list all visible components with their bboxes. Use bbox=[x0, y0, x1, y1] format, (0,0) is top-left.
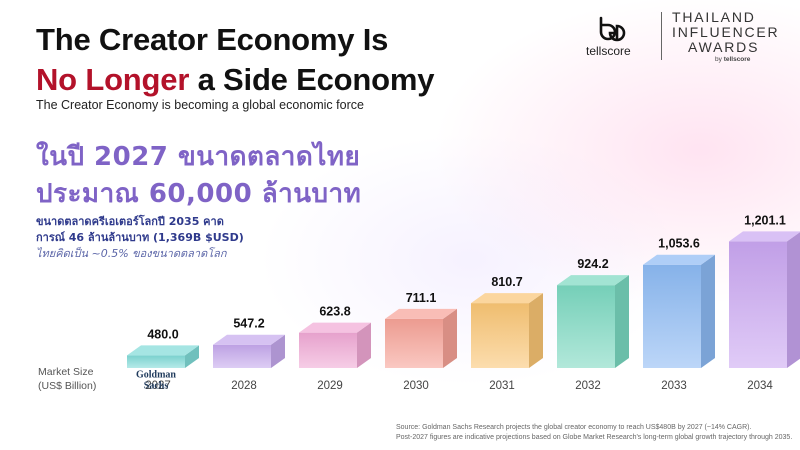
thai-headline-line-2: ประมาณ 60,000 ล้านบาท bbox=[36, 179, 362, 209]
goldman-sachs-logo-line-2: Sachs bbox=[144, 380, 169, 391]
bar-side-2027 bbox=[185, 345, 199, 368]
x-tick-label-2033: 2033 bbox=[661, 380, 687, 392]
headline-text-2: a Side Economy bbox=[189, 62, 435, 97]
bar-top-2030 bbox=[385, 308, 457, 319]
thai-note-line-1: ขนาดตลาดครีเอเตอร์โลกปี 2035 คาด bbox=[36, 215, 224, 228]
source-note-line-1: Source: Goldman Sachs Research projects … bbox=[396, 424, 752, 431]
headline-accent: No Longer bbox=[36, 62, 190, 97]
brand-divider bbox=[661, 12, 662, 60]
bar-top-2033 bbox=[643, 254, 715, 265]
value-label-2028: 547.2 bbox=[233, 317, 264, 331]
x-tick-label-2028: 2028 bbox=[231, 380, 257, 392]
headline-line-1: The Creator Economy Is bbox=[36, 22, 388, 58]
subtitle: The Creator Economy is becoming a global… bbox=[36, 98, 364, 112]
value-label-2033: 1,053.6 bbox=[658, 237, 700, 251]
bar-side-2033 bbox=[701, 254, 715, 368]
bar-2033 bbox=[643, 264, 701, 368]
x-tick-label-2031: 2031 bbox=[489, 380, 515, 392]
x-tick-label-2034: 2034 bbox=[747, 380, 773, 392]
x-tick-label-2027: 2027 bbox=[145, 380, 171, 392]
thai-note-line-2: การณ์ 46 ล้านล้านบาท (1,369B $USD) bbox=[36, 231, 244, 244]
bar-top-2034 bbox=[729, 231, 800, 242]
value-label-2034: 1,201.1 bbox=[744, 213, 786, 227]
bar-side-2029 bbox=[357, 322, 371, 368]
award-by-brand: tellscore bbox=[723, 56, 751, 63]
bar-top-2029 bbox=[299, 322, 371, 333]
bar-2031 bbox=[471, 303, 529, 368]
x-tick-label-2030: 2030 bbox=[403, 380, 429, 392]
x-tick-label-2029: 2029 bbox=[317, 380, 343, 392]
award-by-line: by tellscore bbox=[715, 56, 750, 63]
thai-headline-line-1: ในปี 2027 ขนาดตลาดไทย bbox=[36, 142, 361, 172]
source-note-line-2: Post-2027 figures are indicative project… bbox=[396, 434, 793, 441]
bar-top-2032 bbox=[557, 275, 629, 286]
tellscore-logo-icon bbox=[599, 16, 626, 42]
headline-text-1: The Creator Economy Is bbox=[36, 22, 389, 57]
y-axis-label-line-1: Market Size bbox=[38, 366, 94, 378]
bar-side-2034 bbox=[787, 232, 800, 368]
bar-top-2031 bbox=[471, 293, 543, 304]
goldman-sachs-logo-line-1: Goldman bbox=[136, 369, 176, 380]
value-label-2031: 810.7 bbox=[491, 275, 522, 289]
thai-note-line-3: ไทยคิดเป็น ~0.5% ของขนาดตลาดโลก bbox=[36, 247, 227, 260]
x-tick-label-2032: 2032 bbox=[575, 380, 601, 392]
bar-2030 bbox=[385, 318, 443, 368]
bar-2029 bbox=[299, 332, 357, 368]
value-label-2032: 924.2 bbox=[577, 257, 608, 271]
bar-side-2030 bbox=[443, 308, 457, 368]
bar-2032 bbox=[557, 285, 615, 368]
bar-top-2028 bbox=[213, 334, 285, 345]
award-title-line-1: THAILAND bbox=[672, 9, 756, 25]
bar-side-2028 bbox=[271, 334, 285, 368]
award-title-line-2: INFLUENCER bbox=[672, 24, 780, 40]
headline-line-2: No Longer a Side Economy bbox=[36, 62, 434, 98]
bar-side-2031 bbox=[529, 293, 543, 368]
bar-2027 bbox=[127, 355, 185, 368]
value-label-2029: 623.8 bbox=[319, 305, 350, 319]
y-axis-label-line-2: (US$ Billion) bbox=[38, 380, 97, 392]
bar-2034 bbox=[729, 241, 787, 368]
bar-top-2027 bbox=[127, 345, 199, 356]
bar-side-2032 bbox=[615, 275, 629, 368]
brand-name: tellscore bbox=[586, 44, 631, 58]
value-label-2027: 480.0 bbox=[147, 327, 178, 341]
award-title-line-3: AWARDS bbox=[688, 39, 760, 55]
value-label-2030: 711.1 bbox=[406, 291, 437, 305]
bar-2028 bbox=[213, 344, 271, 368]
award-by-text: by bbox=[715, 56, 722, 63]
